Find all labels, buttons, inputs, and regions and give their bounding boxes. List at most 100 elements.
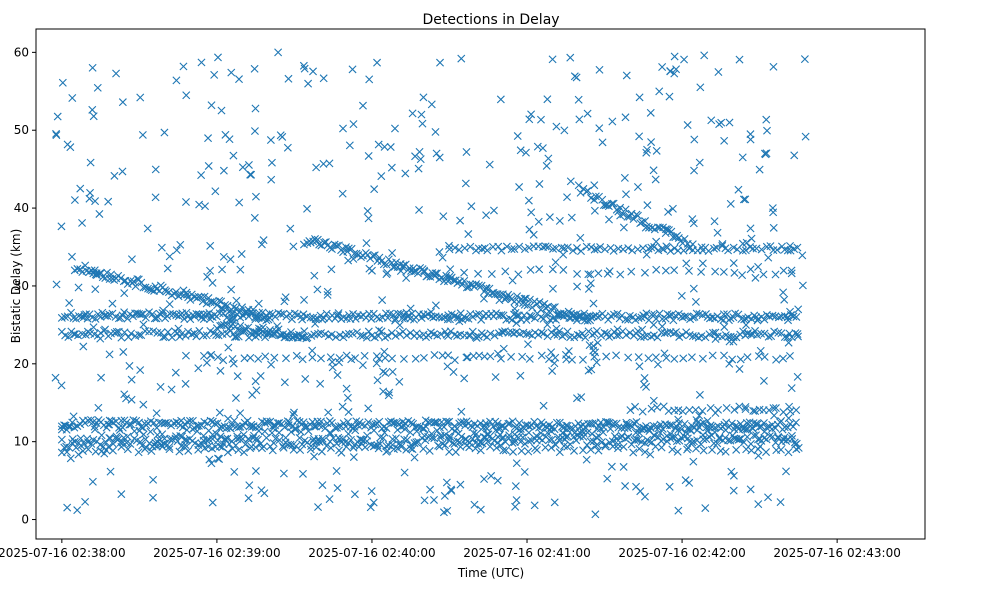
data-point-noise: [226, 255, 235, 264]
data-point-level-21: [199, 351, 208, 360]
data-point-noise: [281, 293, 290, 302]
data-point-track-24: [522, 330, 531, 339]
data-point-diag-c: [688, 240, 697, 249]
data-point-track-11: [193, 427, 202, 436]
data-point-noise: [640, 373, 649, 382]
data-point-diag-c: [627, 209, 636, 218]
data-point-noise: [172, 246, 181, 255]
data-point-track-26: [760, 315, 769, 324]
data-point-level-35: [577, 247, 585, 256]
data-point-track-26: [137, 310, 146, 319]
data-point-track-11: [703, 426, 712, 435]
data-point-noise: [440, 491, 449, 500]
data-point-level-21: [219, 356, 228, 365]
data-point-track-11: [558, 428, 567, 437]
data-point-noise: [659, 245, 668, 254]
data-point-noise: [638, 325, 647, 334]
y-tick-label: 10: [14, 435, 29, 449]
data-point-noise: [439, 212, 448, 221]
data-point-noise: [120, 390, 129, 399]
data-point-noise: [516, 146, 525, 155]
data-point-track-26: [299, 310, 308, 319]
data-point-track-24: [708, 328, 717, 337]
data-point-noise: [206, 315, 215, 324]
data-point-noise: [233, 372, 242, 381]
data-point-noise: [639, 380, 648, 389]
y-tick-label: 60: [14, 45, 29, 59]
data-point-noise: [780, 295, 789, 304]
data-point-noise: [251, 104, 260, 113]
data-point-noise: [91, 270, 100, 279]
data-point-diag-c: [608, 199, 616, 208]
data-point-track-12: [508, 417, 517, 426]
data-point-track-9: [594, 446, 603, 455]
data-point-track-10: [518, 433, 527, 442]
data-point-level-35: [466, 242, 475, 251]
data-point-track-12: [215, 424, 224, 433]
data-point-noise: [149, 493, 157, 502]
data-point-diag-a: [162, 287, 171, 296]
data-point-diag-c: [574, 181, 583, 190]
data-point-noise: [174, 324, 183, 333]
data-point-track-9: [708, 445, 717, 454]
data-point-level-21: [261, 352, 270, 361]
data-point-track-9: [62, 448, 71, 457]
data-point-track-9: [517, 446, 526, 455]
data-point-noise: [550, 359, 559, 368]
data-point-noise: [431, 127, 440, 136]
data-point-track-12: [649, 421, 658, 430]
data-point-track-9: [456, 442, 465, 451]
data-point-track-26: [282, 312, 291, 321]
data-point-track-26: [287, 315, 296, 324]
data-point-noise: [456, 216, 465, 225]
data-point-level-21: [298, 355, 307, 364]
data-point-noise: [343, 393, 352, 402]
data-point-noise: [457, 54, 466, 63]
data-point-track-11: [115, 425, 124, 434]
data-point-noise: [286, 224, 295, 233]
data-point-track-11: [83, 434, 92, 443]
data-point-noise: [652, 237, 661, 246]
data-point-track-11: [268, 428, 277, 437]
data-point-track-12: [213, 419, 222, 428]
data-point-noise: [246, 170, 255, 179]
data-point-track-10: [739, 438, 748, 447]
data-point-noise: [480, 243, 489, 252]
data-point-noise: [357, 435, 366, 444]
data-point-noise: [217, 304, 226, 313]
data-point-track-12: [759, 419, 768, 427]
data-point-track-9: [619, 442, 628, 451]
data-point-track-9: [668, 445, 677, 454]
data-point-noise: [385, 388, 394, 397]
data-point-noise: [250, 213, 259, 222]
data-point-track-12: [310, 422, 319, 431]
data-point-track-26: [67, 308, 76, 317]
data-point-noise: [785, 402, 794, 411]
data-point-track-12: [504, 419, 513, 428]
data-point-noise: [419, 93, 428, 102]
data-point-noise: [691, 297, 700, 306]
data-point-noise: [777, 417, 786, 425]
data-point-track-11: [755, 434, 764, 443]
data-point-noise: [300, 64, 309, 73]
data-point-noise: [510, 304, 519, 313]
data-point-track-10: [269, 439, 278, 448]
data-point-track-26: [306, 313, 315, 322]
data-point-noise: [379, 387, 388, 396]
data-point-level-35: [478, 244, 487, 253]
data-point-noise: [445, 276, 454, 285]
data-point-track-11: [304, 427, 313, 436]
data-point-noise: [236, 265, 245, 274]
data-point-noise: [652, 146, 661, 155]
data-point-track-9: [641, 448, 649, 457]
data-point-noise: [784, 414, 793, 423]
data-point-track-12: [364, 418, 373, 427]
data-point-noise: [754, 262, 763, 271]
data-point-track-26: [593, 313, 602, 322]
data-point-noise: [685, 478, 694, 487]
data-point-noise: [438, 253, 447, 262]
data-point-track-11: [728, 431, 737, 440]
data-point-noise: [421, 416, 430, 425]
data-point-noise: [621, 113, 630, 122]
